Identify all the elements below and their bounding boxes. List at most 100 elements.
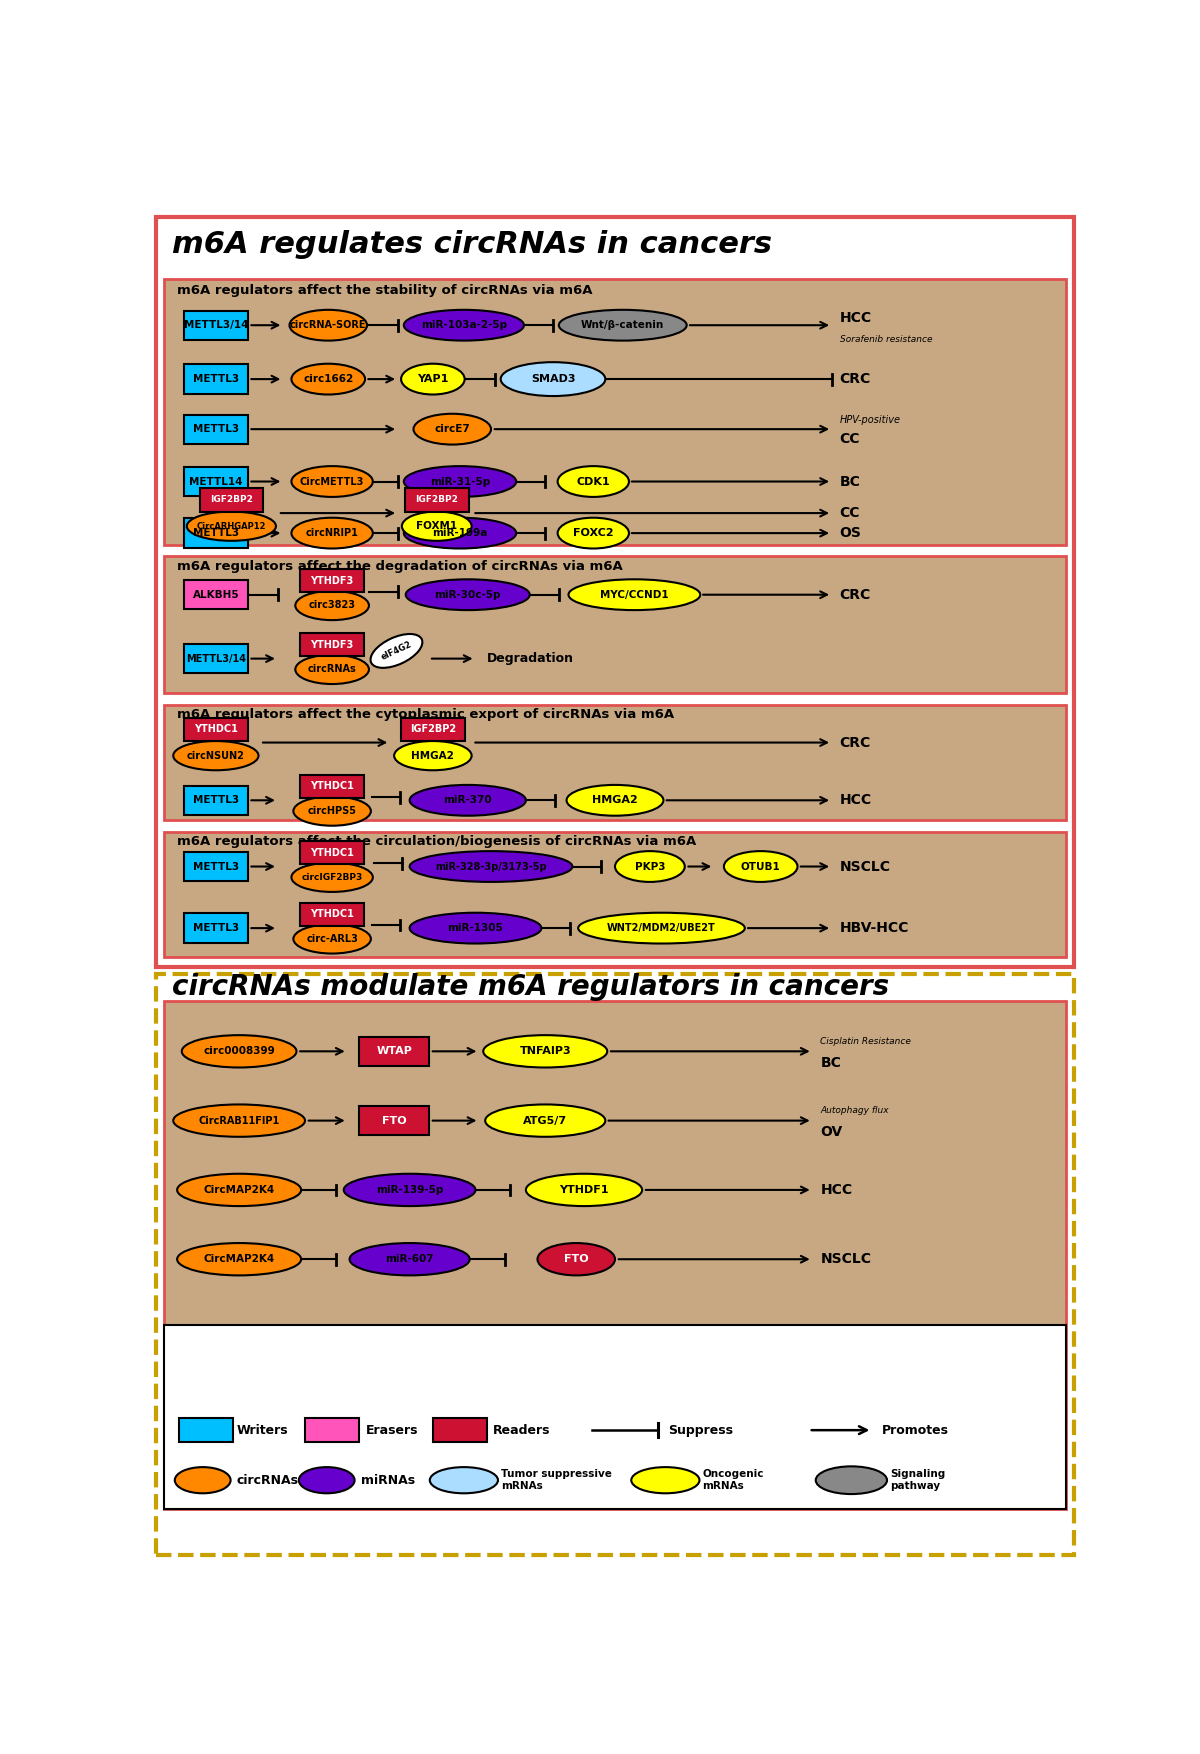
Text: circRNAs modulate m6A regulators in cancers: circRNAs modulate m6A regulators in canc… — [172, 973, 889, 1002]
Text: miR-31-5p: miR-31-5p — [430, 477, 490, 486]
Text: WNT2/MDM2/UBE2T: WNT2/MDM2/UBE2T — [607, 923, 716, 933]
Text: NSCLC: NSCLC — [840, 859, 890, 873]
FancyBboxPatch shape — [184, 914, 247, 942]
FancyBboxPatch shape — [184, 786, 247, 816]
Text: YTHDC1: YTHDC1 — [310, 909, 354, 919]
FancyBboxPatch shape — [164, 705, 1066, 821]
Text: CircMAP2K4: CircMAP2K4 — [204, 1186, 275, 1194]
Text: miR-199a: miR-199a — [432, 528, 487, 538]
FancyBboxPatch shape — [199, 488, 263, 512]
Ellipse shape — [724, 851, 798, 882]
Text: NSCLC: NSCLC — [821, 1252, 871, 1266]
FancyBboxPatch shape — [156, 217, 1074, 966]
Ellipse shape — [538, 1244, 616, 1275]
FancyBboxPatch shape — [184, 414, 247, 444]
Ellipse shape — [559, 310, 686, 340]
Text: METTL3: METTL3 — [193, 528, 239, 538]
Text: HCC: HCC — [821, 1182, 852, 1196]
Ellipse shape — [175, 1466, 230, 1493]
Ellipse shape — [500, 361, 605, 396]
Ellipse shape — [404, 517, 516, 549]
Ellipse shape — [406, 579, 529, 610]
Text: TNFAIP3: TNFAIP3 — [520, 1047, 571, 1056]
FancyBboxPatch shape — [164, 1326, 1066, 1508]
FancyBboxPatch shape — [300, 842, 364, 865]
Text: HCC: HCC — [840, 310, 872, 324]
Text: METTL3: METTL3 — [193, 795, 239, 805]
Ellipse shape — [178, 1244, 301, 1275]
Text: METTL14: METTL14 — [190, 477, 242, 486]
Text: CircMAP2K4: CircMAP2K4 — [204, 1254, 275, 1265]
Text: YTHDF3: YTHDF3 — [311, 575, 354, 586]
Text: circE7: circE7 — [434, 424, 470, 435]
Ellipse shape — [404, 310, 524, 340]
Text: METTL3: METTL3 — [193, 923, 239, 933]
Ellipse shape — [173, 740, 258, 770]
Text: CircARHGAP12: CircARHGAP12 — [197, 521, 266, 531]
Ellipse shape — [295, 654, 368, 684]
Text: miR-103a-2-5p: miR-103a-2-5p — [421, 321, 506, 330]
Text: METTL3: METTL3 — [193, 424, 239, 435]
FancyBboxPatch shape — [156, 973, 1074, 1554]
Ellipse shape — [558, 517, 629, 549]
Text: METTL3/14: METTL3/14 — [184, 321, 248, 330]
Text: Readers: Readers — [492, 1424, 550, 1437]
FancyBboxPatch shape — [300, 570, 364, 593]
Text: BC: BC — [821, 1056, 841, 1070]
Text: YTHDC1: YTHDC1 — [310, 847, 354, 858]
Text: CC: CC — [840, 431, 860, 446]
Text: eIF4G2: eIF4G2 — [379, 640, 413, 661]
FancyBboxPatch shape — [164, 831, 1066, 956]
Text: BC: BC — [840, 475, 860, 489]
FancyBboxPatch shape — [164, 556, 1066, 693]
Text: Writers: Writers — [236, 1424, 288, 1437]
Text: IGF2BP2: IGF2BP2 — [415, 495, 458, 505]
Text: m6A regulators affect the stability of circRNAs via m6A: m6A regulators affect the stability of c… — [178, 284, 593, 296]
Text: FOXM1: FOXM1 — [416, 521, 457, 531]
Text: miR-30c-5p: miR-30c-5p — [434, 589, 502, 600]
Text: MYC/CCND1: MYC/CCND1 — [600, 589, 668, 600]
Text: circ1662: circ1662 — [304, 374, 353, 384]
Text: circ-ARL3: circ-ARL3 — [306, 933, 358, 944]
FancyBboxPatch shape — [164, 279, 1066, 545]
Text: miRNAs: miRNAs — [361, 1473, 415, 1487]
Text: m6A regulators affect the cytoplasmic export of circRNAs via m6A: m6A regulators affect the cytoplasmic ex… — [178, 707, 674, 721]
FancyBboxPatch shape — [184, 310, 247, 340]
Ellipse shape — [292, 467, 373, 496]
FancyBboxPatch shape — [184, 519, 247, 547]
Text: miR-607: miR-607 — [385, 1254, 434, 1265]
Text: METTL3: METTL3 — [193, 374, 239, 384]
Text: miR-328-3p/3173-5p: miR-328-3p/3173-5p — [436, 861, 547, 872]
Text: HBV-HCC: HBV-HCC — [840, 921, 910, 935]
Ellipse shape — [292, 863, 373, 893]
Text: SMAD3: SMAD3 — [530, 374, 575, 384]
Ellipse shape — [289, 310, 367, 340]
FancyBboxPatch shape — [359, 1037, 430, 1066]
FancyBboxPatch shape — [359, 1107, 430, 1135]
FancyBboxPatch shape — [184, 852, 247, 881]
FancyBboxPatch shape — [179, 1417, 233, 1442]
Ellipse shape — [409, 851, 572, 882]
Text: FOXC2: FOXC2 — [572, 528, 613, 538]
Text: circIGF2BP3: circIGF2BP3 — [301, 873, 362, 882]
Text: YTHDC1: YTHDC1 — [310, 782, 354, 791]
Ellipse shape — [187, 512, 276, 540]
Text: IGF2BP2: IGF2BP2 — [210, 495, 253, 505]
Text: OTUB1: OTUB1 — [740, 861, 780, 872]
FancyBboxPatch shape — [184, 581, 247, 609]
Ellipse shape — [295, 591, 368, 621]
Text: miR-370: miR-370 — [444, 795, 492, 805]
Ellipse shape — [816, 1466, 887, 1494]
Text: METTL3: METTL3 — [193, 861, 239, 872]
Text: Tumor suppressive
mRNAs: Tumor suppressive mRNAs — [502, 1470, 612, 1491]
Text: ATG5/7: ATG5/7 — [523, 1116, 568, 1126]
Text: circRNA-SORE: circRNA-SORE — [290, 321, 366, 330]
Text: ALKBH5: ALKBH5 — [192, 589, 239, 600]
Text: Degradation: Degradation — [487, 652, 574, 665]
Ellipse shape — [485, 1105, 605, 1137]
Text: CRC: CRC — [840, 735, 871, 749]
FancyBboxPatch shape — [184, 644, 247, 674]
Ellipse shape — [409, 912, 541, 944]
Text: YTHDF1: YTHDF1 — [559, 1186, 608, 1194]
Ellipse shape — [401, 363, 464, 395]
